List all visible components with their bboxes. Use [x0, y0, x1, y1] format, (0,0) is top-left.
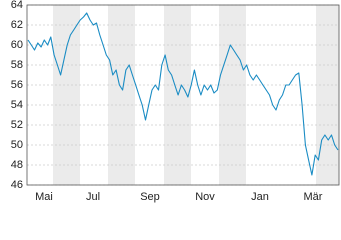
- y-tick-label: 56: [11, 79, 23, 91]
- x-tick-label: Mär: [304, 191, 323, 203]
- y-tick-label: 58: [11, 59, 23, 71]
- y-tick-label: 48: [11, 159, 23, 171]
- band: [53, 5, 80, 185]
- x-tick-label: Mai: [35, 191, 53, 203]
- x-tick-label: Sep: [140, 191, 160, 203]
- y-tick-label: 46: [11, 179, 23, 191]
- band: [219, 5, 246, 185]
- x-tick-label: Jan: [251, 191, 269, 203]
- band: [108, 5, 135, 185]
- y-tick-label: 50: [11, 139, 23, 151]
- band: [316, 5, 339, 185]
- y-tick-label: 54: [11, 99, 23, 111]
- y-tick-label: 60: [11, 39, 23, 51]
- x-tick-label: Jul: [86, 191, 100, 203]
- plot-frame: [26, 4, 340, 186]
- x-tick-label: Nov: [195, 191, 215, 203]
- y-tick-label: 52: [11, 119, 23, 131]
- y-tick-label: 62: [11, 19, 23, 31]
- month-bands: [53, 5, 339, 185]
- price-line: [27, 12, 339, 176]
- chart: 46 48 50 52 54 56 58 60 62 64 Mai Jul Sep Nov Jan Mär: [11, 0, 340, 203]
- y-tick-label: 64: [11, 0, 23, 11]
